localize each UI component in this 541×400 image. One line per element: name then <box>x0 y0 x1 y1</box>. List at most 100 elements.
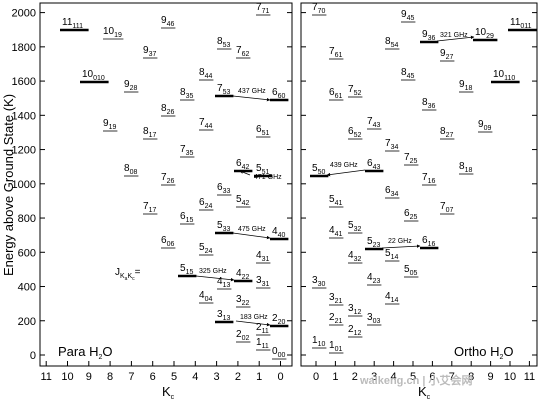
para-level-label: 413 <box>217 276 230 289</box>
x-tick-label: 1 <box>332 371 338 383</box>
para-transition-label: 437 GHz <box>238 88 266 95</box>
y-tick-label: 800 <box>18 213 36 225</box>
ortho-level-label: 212 <box>348 324 361 337</box>
para-level-label: 844 <box>199 67 212 80</box>
para-level-label: 946 <box>161 15 174 28</box>
y-tick-label: 400 <box>18 282 36 294</box>
para-level-label: 642 <box>236 158 249 171</box>
para-level-label: 817 <box>143 126 156 139</box>
para-level-label: 533 <box>217 220 230 233</box>
ortho-level-label: 303 <box>367 312 380 325</box>
ortho-level-label: 541 <box>329 194 342 207</box>
y-tick-label: 1600 <box>12 76 36 88</box>
ortho-level-label: 634 <box>385 185 398 198</box>
para-level-label: 313 <box>217 309 230 322</box>
ortho-level-label: 827 <box>440 126 453 139</box>
y-tick-label: 1200 <box>12 145 36 157</box>
para-transition-arrow <box>232 232 271 240</box>
para-transition-label: 471 GHz <box>254 174 282 181</box>
ortho-transition-label: 439 GHz <box>330 162 358 169</box>
para-level-label: 826 <box>161 103 174 116</box>
x-axis-title-para: Kc <box>162 384 175 400</box>
ortho-level-label: 414 <box>385 291 398 304</box>
para-level-label: 440 <box>272 226 285 239</box>
ortho-level-label: 616 <box>422 235 435 248</box>
notation-label: JKaKc= <box>115 267 141 282</box>
ortho-level-label: 716 <box>422 172 435 185</box>
ortho-level-label: 321 <box>329 292 342 305</box>
para-level-label: 322 <box>236 294 249 307</box>
x-tick-label: 11 <box>40 371 51 383</box>
ortho-level-label: 423 <box>367 272 380 285</box>
ortho-level-label: 312 <box>348 303 361 316</box>
para-level-label: 928 <box>124 79 137 92</box>
para-level-label: 211 <box>256 322 269 335</box>
y-tick-labels: 0 200 400 600 800 1000 1200 1400 1600 1800 2000 <box>12 8 36 362</box>
para-level-label: 853 <box>217 36 230 49</box>
para-level-label: 1019 <box>103 26 122 39</box>
para-level-label: 771 <box>256 2 269 15</box>
y-tick-label: 1800 <box>12 42 36 54</box>
ortho-level-label: 523 <box>367 236 380 249</box>
para-level-label: 111 <box>256 337 269 350</box>
x-tick-label: 4 <box>391 371 397 383</box>
ortho-level-label: 854 <box>385 36 398 49</box>
para-transition-label: 183 GHz <box>240 314 268 321</box>
x-tick-label: 5 <box>171 371 177 383</box>
x-axis-title-ortho: Kc <box>418 384 431 400</box>
ortho-level-label: 532 <box>348 220 361 233</box>
ortho-transition-label: 321 GHz <box>440 32 468 39</box>
ortho-level-label: 743 <box>367 116 380 129</box>
x-tick-label: 10 <box>504 371 516 383</box>
ortho-level-label: 221 <box>329 312 342 325</box>
ortho-level-label: 818 <box>459 161 472 174</box>
para-transition-arrow <box>239 170 251 176</box>
para-level-label: 551 <box>256 163 269 176</box>
ortho-level-label: 927 <box>440 48 453 61</box>
para-level-label: 735 <box>180 144 193 157</box>
para-level-label: 717 <box>143 201 156 214</box>
y-axis-title: Energy above Ground State (K) <box>1 94 16 276</box>
x-tick-label: 11 <box>524 371 535 383</box>
watermark: walkeng.cn | 小艾会网 <box>359 373 473 387</box>
para-level-label: 660 <box>272 87 285 100</box>
para-level-label: 744 <box>199 117 212 130</box>
para-level-label: 753 <box>217 83 230 96</box>
para-level-label: 542 <box>236 194 249 207</box>
ortho-transition-arrow <box>381 244 421 249</box>
ortho-transition-arrow <box>436 35 475 42</box>
x-tick-label: 9 <box>488 371 494 383</box>
ortho-level-label: 505 <box>404 264 417 277</box>
ortho-level-label: 432 <box>348 250 361 263</box>
para-level-label: 515 <box>180 263 193 276</box>
ortho-title: Ortho H2O <box>454 344 514 361</box>
x-tick-label: 10 <box>61 371 73 383</box>
para-level-label: 202 <box>236 329 249 342</box>
ortho-level-label: 652 <box>348 126 361 139</box>
ortho-level-label: 1029 <box>475 27 494 40</box>
y-tick-label: 0 <box>30 350 36 362</box>
para-level-label: 220 <box>272 313 285 326</box>
para-panel-frame <box>39 2 293 367</box>
x-tick-label: 4 <box>192 371 198 383</box>
ortho-level-label: 625 <box>404 208 417 221</box>
ortho-transition-label: 22 GHz <box>388 238 412 245</box>
transition-arrows: 437 GHz 471 GHz 475 GHz 325 GHz 183 GHz 321 G… <box>195 32 475 327</box>
para-level-label: 919 <box>103 118 116 131</box>
ortho-level-label: 734 <box>385 138 398 151</box>
para-level-label: 624 <box>199 197 212 210</box>
x-tick-label: 2 <box>352 371 358 383</box>
ortho-level-label: 643 <box>367 158 380 171</box>
x-tick-label: 1 <box>256 371 262 383</box>
para-transition-label: 475 GHz <box>238 226 266 233</box>
ortho-transition-arrow <box>326 169 366 177</box>
x-tick-label: 7 <box>128 371 134 383</box>
para-transition-arrow <box>235 320 271 327</box>
axis-ticks <box>40 12 537 366</box>
para-level-label: 762 <box>236 45 249 58</box>
x-tick-label: 8 <box>468 371 474 383</box>
para-level-label: 331 <box>256 275 269 288</box>
ortho-level-label: 514 <box>385 248 398 261</box>
para-level-label: 651 <box>256 124 269 137</box>
